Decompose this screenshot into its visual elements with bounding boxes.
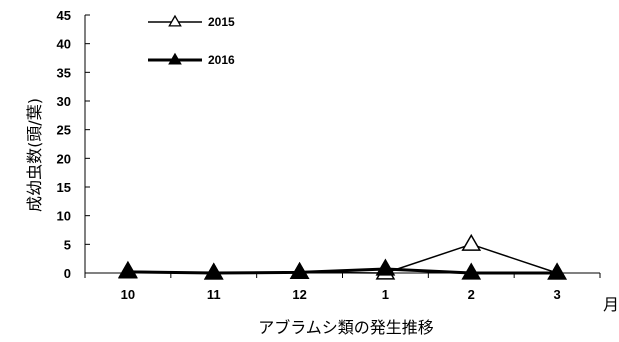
x-tick-label: 11 [207,287,221,302]
data-point-2016 [547,262,567,280]
y-tick-label: 30 [57,94,71,109]
data-point-2016 [118,261,138,279]
y-tick-label: 45 [57,8,71,23]
y-tick-label: 40 [57,37,71,52]
x-tick-label: 10 [121,287,135,302]
x-tick-label: 12 [292,287,306,302]
data-point-2016 [375,258,396,276]
series-line-2015 [127,243,558,274]
y-tick-label: 5 [64,237,71,252]
data-point-2016 [203,262,224,280]
y-tick-label: 15 [57,180,71,195]
y-axis-label: 成幼虫数(頭/葉) [25,98,44,212]
legend-marker-2015 [168,14,182,27]
y-tick-label: 20 [57,151,71,166]
y-tick-label: 10 [57,209,71,224]
x-ticks: 10 11 12 1 2 3 [84,273,601,302]
data-point-2016 [289,261,310,280]
legend-label-2016: 2016 [208,53,235,67]
axes [84,15,600,274]
x-tick-label: 2 [468,287,475,302]
y-tick-label: 25 [57,123,71,138]
legend-marker-2016 [168,52,182,65]
series-line-2016 [127,267,558,275]
y-ticks: 0 5 10 15 20 25 30 35 40 45 [57,8,90,281]
x-tick-label: 1 [382,287,389,302]
series-layer [118,233,567,280]
x-axis-label: アブラムシ類の発生推移 [258,318,434,337]
y-tick-label: 35 [57,65,71,80]
legend-label-2015: 2015 [208,15,235,29]
data-point-2016 [461,262,482,280]
x-tick-label: 3 [553,287,560,302]
legend: 2015 2016 [148,14,235,67]
data-point-2015 [461,233,482,251]
y-tick-label: 0 [64,266,71,281]
x-axis-unit: 月 [603,295,619,314]
